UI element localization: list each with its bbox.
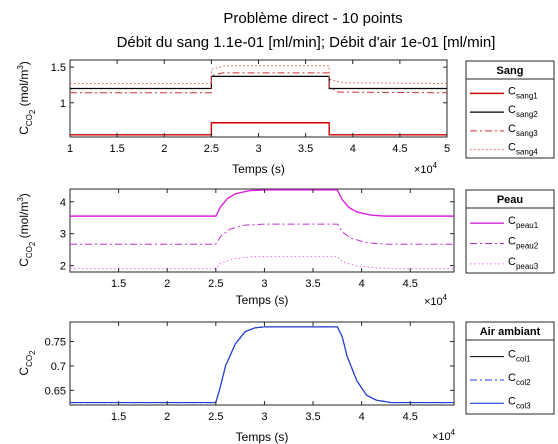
- chart-panel-2: 1.5 2 2.5 3 3.5 4 4.5 2 3 4 Temps (s) ×104 CCO2 (mol…: [16, 188, 555, 308]
- series-line-peau1: [70, 189, 454, 217]
- x-tick-label: 2: [161, 143, 167, 155]
- x-tick-label: 1.5: [109, 143, 124, 155]
- legend-label-col2: Ccol2: [508, 372, 531, 387]
- chart-panel-3: 1.5 2 2.5 3 3.5 4 4.5 0.65 0.7 0.75 Temps (s) ×104 C…: [17, 321, 555, 444]
- x-tick-label: 3: [261, 278, 267, 290]
- series-group: [70, 189, 454, 270]
- x-tick-label: 1: [67, 143, 73, 155]
- x-tick-label: 2: [164, 278, 170, 290]
- legend: Air ambiant Ccol1 Ccol2 Ccol3: [465, 321, 555, 415]
- x-tick-label: 2.5: [208, 411, 223, 423]
- x-tick-label: 4: [359, 278, 365, 290]
- legend-box: [465, 321, 555, 415]
- figure-title-line1: Problème direct - 10 points: [223, 10, 402, 27]
- legend-label-peau1: Cpeau1: [508, 215, 539, 230]
- x-axis-label: Temps (s): [236, 293, 289, 307]
- legend-box: [465, 60, 555, 159]
- x-tick-label: 2.5: [204, 143, 219, 155]
- x-axis-exponent: ×104: [432, 428, 456, 443]
- legend-label-sang3: Csang3: [508, 123, 538, 138]
- x-tick-label: 3: [261, 411, 267, 423]
- series-group: [70, 65, 448, 136]
- series-line-col3: [70, 326, 454, 404]
- series-line-peau3: [70, 255, 454, 270]
- legend-label-peau2: Cpeau2: [508, 236, 539, 251]
- x-tick-label: 4.5: [403, 278, 418, 290]
- legend-box: [465, 189, 555, 274]
- x-tick-label: 3.5: [298, 143, 313, 155]
- x-tick-label: 1.5: [111, 411, 126, 423]
- x-tick-label: 3.5: [305, 278, 320, 290]
- y-tick-label: 0.7: [51, 361, 66, 373]
- x-tick-label: 1.5: [111, 278, 126, 290]
- y-axis-label: CCO2 (mol/m3): [16, 61, 37, 135]
- series-line-sang2: [70, 75, 447, 90]
- y-tick-label: 0.75: [45, 337, 66, 349]
- y-tick-label: 2: [60, 261, 66, 273]
- y-axis-label: CCO2: [17, 350, 37, 376]
- legend-label-sang4: Csang4: [508, 142, 538, 157]
- legend-label-col1: Ccol1: [508, 349, 531, 364]
- y-tick-label: 1: [60, 98, 66, 110]
- x-axis-exponent: ×104: [424, 293, 448, 308]
- x-tick-label: 2: [164, 411, 170, 423]
- legend-label-peau3: Cpeau3: [508, 256, 539, 271]
- legend: Sang Csang1 Csang2 Csang3 Csang4: [465, 60, 555, 159]
- x-tick-label: 2.5: [208, 278, 223, 290]
- x-tick-label: 4.5: [403, 411, 418, 423]
- chart-panel-1: 1 1.5 2 2.5 3 3.5 4 4.5 5 1 1.5 Temps (s) ×104 CCO2 (…: [16, 59, 555, 176]
- x-tick-label: 3: [255, 143, 261, 155]
- plot-area: [69, 188, 455, 273]
- series-line-peau2: [70, 223, 454, 245]
- x-tick-label: 3.5: [305, 411, 320, 423]
- series-group: [70, 326, 454, 404]
- x-axis-label: Temps (s): [236, 430, 289, 444]
- x-tick-label: 4: [359, 411, 365, 423]
- x-tick-label: 5: [444, 143, 450, 155]
- legend-title: Sang: [497, 65, 524, 77]
- y-axis-label: CCO2 (mol/m3): [16, 193, 37, 267]
- y-tick-label: 3: [60, 229, 66, 241]
- plot-area: [69, 321, 455, 406]
- legend-title: Air ambiant: [480, 326, 541, 338]
- legend-title: Peau: [497, 194, 523, 206]
- legend-label-sang2: Csang2: [508, 104, 538, 119]
- plot-area: [69, 59, 448, 138]
- y-tick-label: 4: [60, 197, 66, 209]
- legend-label-col3: Ccol3: [508, 395, 531, 410]
- y-tick-label: 0.65: [45, 385, 66, 397]
- x-axis-exponent: ×104: [414, 161, 438, 176]
- y-tick-label: 1.5: [51, 62, 66, 74]
- x-tick-label: 4.5: [392, 143, 407, 155]
- legend-label-sang1: Csang1: [508, 85, 538, 100]
- series-line-sang1: [70, 122, 447, 136]
- x-tick-label: 4: [350, 143, 356, 155]
- legend: Peau Cpeau1 Cpeau2 Cpeau3: [465, 189, 555, 274]
- figure-title-line2: Débit du sang 1.1e-01 [ml/min]; Débit d'…: [117, 34, 496, 51]
- x-axis-label: Temps (s): [232, 162, 285, 176]
